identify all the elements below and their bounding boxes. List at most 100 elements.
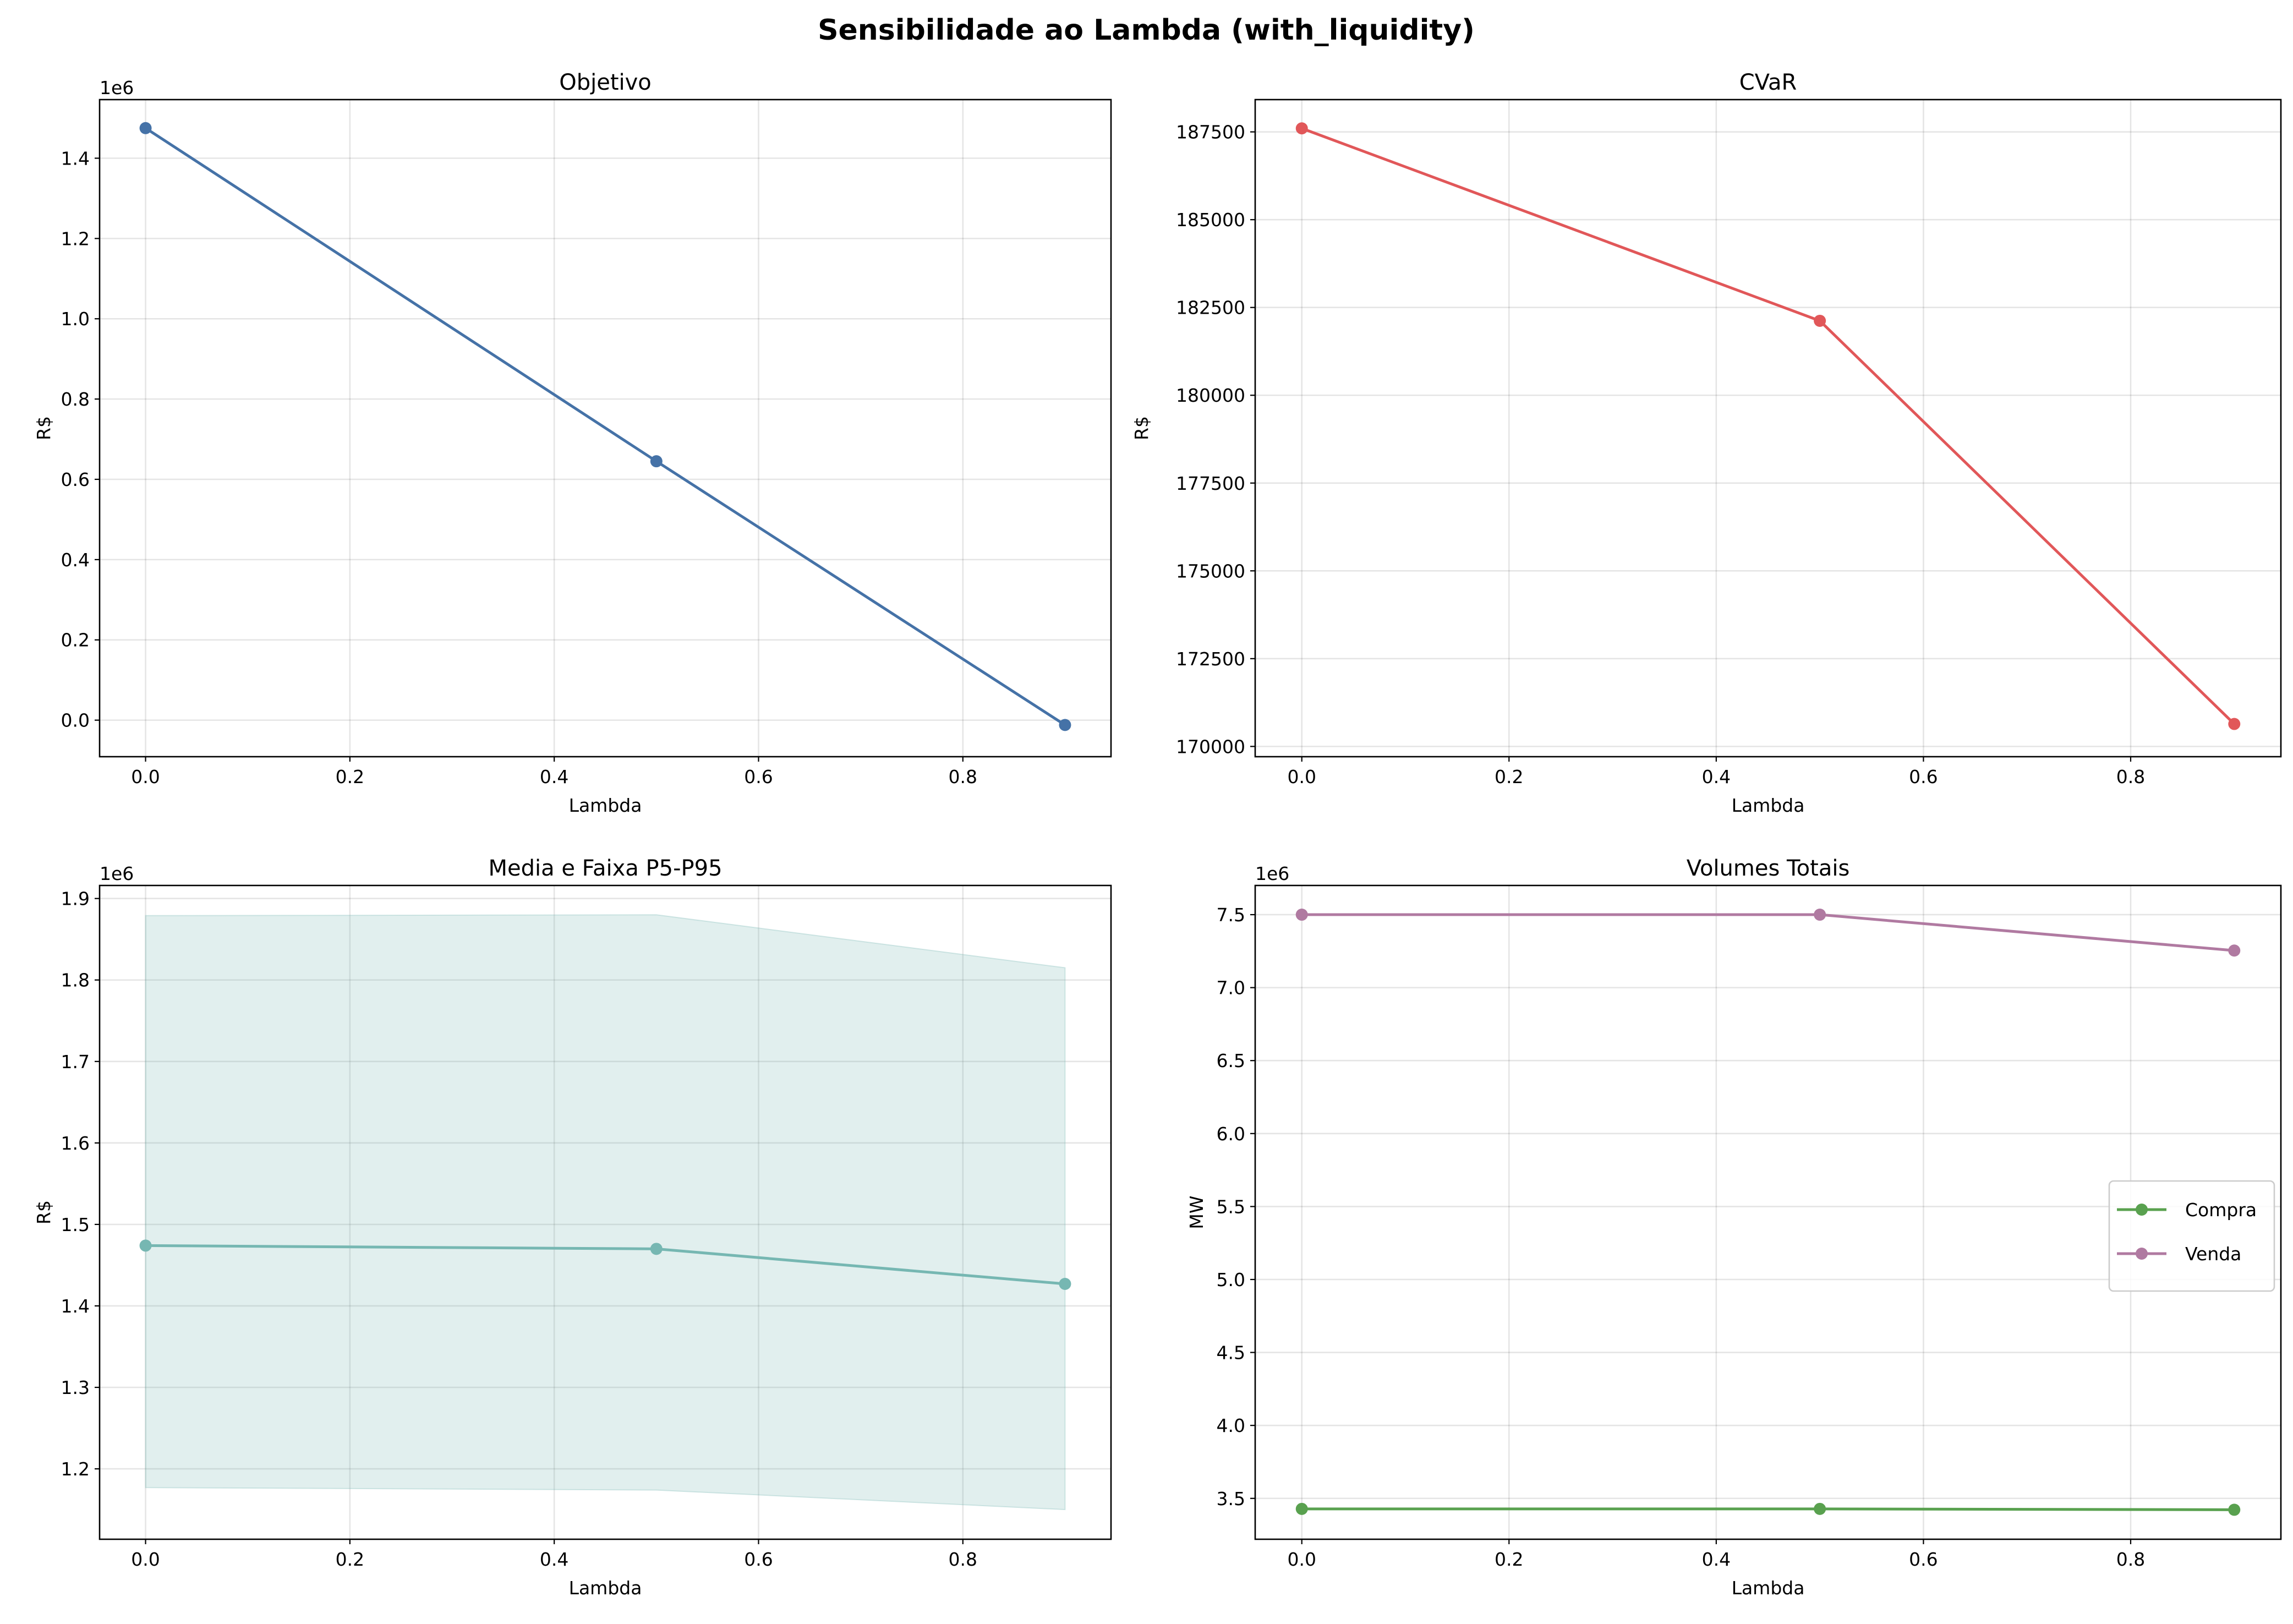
x-tick-label: 0.0 <box>1287 1549 1316 1570</box>
y-tick-label: 172500 <box>1176 648 1245 670</box>
figure-suptitle: Sensibilidade ao Lambda (with_liquidity) <box>818 14 1475 47</box>
y-tick-label: 1.4 <box>61 147 90 169</box>
data-point <box>2228 718 2241 730</box>
x-tick-label: 0.2 <box>336 766 364 788</box>
x-tick-label: 0.0 <box>131 766 160 788</box>
subplot-4: 0.0 0.2 0.4 0.6 0.8 3.5 4.0 4.5 5.0 5.5 6.0 6.5 7.0 7… <box>1186 856 2282 1599</box>
y-tick-label: 7.5 <box>1217 904 1245 926</box>
y-tick-label: 170000 <box>1176 736 1245 757</box>
y-tick-label: 1.0 <box>61 308 90 330</box>
x-axis-label: Lambda <box>569 795 642 816</box>
x-tick-label: 0.4 <box>1702 766 1731 788</box>
y-tick-label: 1.7 <box>61 1051 90 1073</box>
data-point <box>2228 1503 2241 1516</box>
y-tick-label: 0.8 <box>61 389 90 410</box>
y-tick-label: 7.0 <box>1217 977 1245 999</box>
x-tick-label: 0.0 <box>1287 766 1316 788</box>
x-tick-label: 0.4 <box>540 1549 568 1570</box>
x-tick-label: 0.8 <box>949 1549 977 1570</box>
series-line-1 <box>145 127 1066 726</box>
data-point <box>1059 1277 1071 1290</box>
y-tick-label: 4.5 <box>1217 1342 1245 1364</box>
p5-p95-band <box>145 914 1066 1511</box>
x-tick-label: 0.8 <box>2116 766 2145 788</box>
data-point <box>1295 909 1308 921</box>
axes-frame <box>1254 884 2282 1540</box>
x-tick-label: 0.4 <box>1702 1549 1731 1570</box>
y-tick-label: 6.5 <box>1217 1050 1245 1071</box>
series-line-compra <box>1301 1507 2235 1511</box>
y-tick-label: 1.6 <box>61 1133 90 1154</box>
y-tick-label: 6.0 <box>1217 1123 1245 1145</box>
y-tick-label: 185000 <box>1176 209 1245 231</box>
x-axis-label: Lambda <box>1732 1577 1805 1599</box>
y-tick-label: 1.5 <box>61 1214 90 1235</box>
y-offset-text: 1e6 <box>100 77 134 99</box>
subplot-title: Volumes Totais <box>1687 856 1850 881</box>
x-tick-label: 0.0 <box>131 1549 160 1570</box>
y-tick-label: 182500 <box>1176 297 1245 319</box>
x-tick-label: 0.2 <box>1495 1549 1523 1570</box>
y-tick-label: 175000 <box>1176 560 1245 582</box>
y-offset-text: 1e6 <box>100 863 134 884</box>
data-point <box>2228 944 2241 957</box>
series-line-venda <box>1301 913 2235 952</box>
subplot-2: 0.0 0.2 0.4 0.6 0.8 170000 172500 175000 177500 1… <box>1131 70 2282 816</box>
legend-frame <box>2108 1180 2275 1292</box>
y-axis-label: R$ <box>1131 416 1152 440</box>
x-tick-label: 0.8 <box>2116 1549 2145 1570</box>
data-point <box>1295 1502 1308 1515</box>
y-tick-label: 1.3 <box>61 1377 90 1398</box>
y-tick-label: 4.0 <box>1217 1415 1245 1436</box>
axes-frame <box>98 884 1112 1540</box>
axes-frame <box>1254 99 2282 758</box>
subplot-title: Media e Faixa P5-P95 <box>488 856 722 881</box>
y-offset-text: 1e6 <box>1255 863 1289 884</box>
y-tick-label: 3.5 <box>1217 1488 1245 1510</box>
y-tick-label: 0.4 <box>61 549 90 571</box>
y-tick-label: 5.0 <box>1217 1269 1245 1291</box>
y-tick-label: 1.8 <box>61 970 90 991</box>
x-tick-label: 0.6 <box>744 766 773 788</box>
y-tick-label: 1.4 <box>61 1295 90 1317</box>
data-point <box>139 122 152 134</box>
y-axis-label: R$ <box>33 416 54 440</box>
y-tick-label: 0.0 <box>61 710 90 731</box>
subplot-title: CVaR <box>1739 70 1797 95</box>
y-tick-label: 1.9 <box>61 888 90 910</box>
legend: Compra Venda <box>2108 1180 2275 1292</box>
y-axis-label: R$ <box>33 1200 54 1224</box>
x-axis-label: Lambda <box>569 1577 642 1599</box>
x-tick-label: 0.4 <box>540 766 568 788</box>
axes-frame <box>98 99 1112 758</box>
data-point <box>1814 909 1826 921</box>
y-tick-label: 0.6 <box>61 469 90 490</box>
y-tick-label: 1.2 <box>61 1458 90 1480</box>
y-tick-label: 187500 <box>1176 122 1245 143</box>
legend-label: Compra <box>2185 1199 2257 1221</box>
subplot-3: 0.0 0.2 0.4 0.6 0.8 1.2 1.3 1.4 1.5 1.6 1.7 1.8 1.9 M… <box>33 856 1112 1599</box>
subplot-title: Objetivo <box>559 70 652 95</box>
x-tick-label: 0.6 <box>744 1549 773 1570</box>
data-point <box>139 1239 152 1252</box>
legend-marker <box>2136 1204 2148 1216</box>
data-point <box>1295 122 1308 135</box>
y-tick-label: 5.5 <box>1217 1196 1245 1217</box>
y-axis-label: MW <box>1186 1195 1207 1229</box>
series-line-1 <box>1301 127 2236 725</box>
data-point <box>650 1243 663 1255</box>
x-axis-label: Lambda <box>1732 795 1805 816</box>
x-tick-label: 0.2 <box>336 1549 364 1570</box>
data-point <box>1814 1502 1826 1515</box>
y-tick-label: 1.2 <box>61 228 90 249</box>
y-tick-label: 0.2 <box>61 630 90 651</box>
x-tick-label: 0.6 <box>1909 1549 1938 1570</box>
x-tick-label: 0.8 <box>949 766 977 788</box>
x-tick-label: 0.2 <box>1495 766 1523 788</box>
data-point <box>1059 719 1071 731</box>
data-point <box>1814 314 1826 327</box>
y-tick-label: 177500 <box>1176 473 1245 494</box>
x-tick-label: 0.6 <box>1909 766 1938 788</box>
data-point <box>650 455 663 468</box>
